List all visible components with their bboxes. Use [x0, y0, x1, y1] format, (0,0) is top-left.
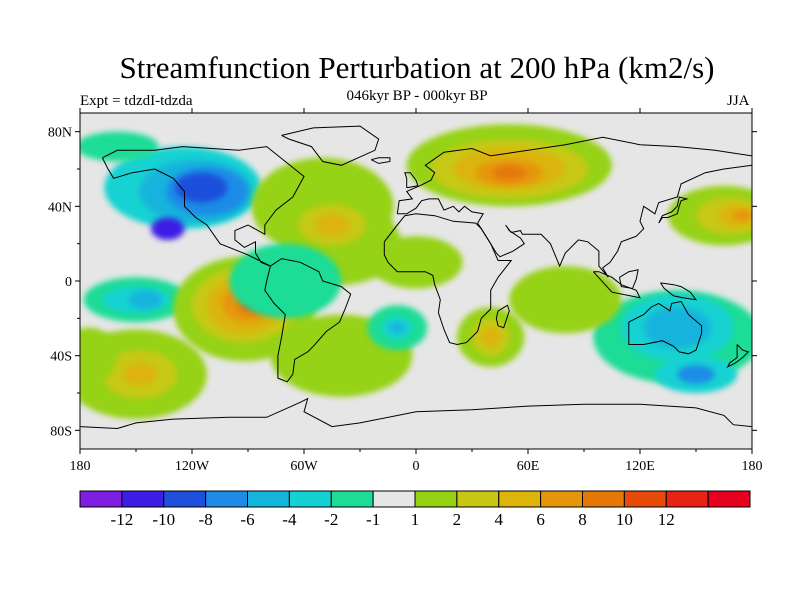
anomaly-region — [509, 266, 622, 334]
anomaly-region — [369, 236, 463, 289]
coastline-africa — [383, 213, 513, 346]
experiment-label: Expt = tdzdI-tdzda — [80, 93, 193, 109]
lat-tick-label: 80N — [48, 126, 72, 141]
colorbar-swatch — [79, 490, 123, 508]
colorbar-swatch — [707, 490, 751, 508]
colorbar-label: -6 — [240, 510, 254, 529]
anomaly-region — [481, 327, 500, 347]
coastline-iceland — [370, 157, 391, 164]
lon-tick-label: 180 — [742, 459, 763, 474]
colorbar-swatch — [121, 490, 165, 508]
lon-tick-label: 120W — [175, 459, 210, 474]
coastlines — [80, 125, 752, 430]
coastline-new-guinea — [660, 282, 698, 301]
lat-tick-label: 40S — [50, 350, 72, 365]
colorbar-label: -1 — [366, 510, 380, 529]
colorbar-label: -2 — [324, 510, 338, 529]
colorbar-swatch — [456, 490, 500, 508]
colorbar-swatch — [414, 490, 458, 508]
colorbar-swatch — [582, 490, 625, 508]
anomaly-region — [315, 213, 349, 237]
coastline-australia — [628, 300, 703, 355]
colorbar-label: -10 — [152, 510, 175, 529]
anomaly-region — [229, 243, 342, 319]
colorbar-label: 12 — [658, 510, 675, 529]
colorbar-swatch — [288, 490, 332, 508]
plot-subtitle: 046kyr BP - 000kyr BP — [346, 88, 488, 104]
lat-tick-label: 40N — [48, 200, 72, 215]
coastline-japan — [658, 196, 689, 224]
colorbar-label: 4 — [495, 510, 504, 529]
colorbar: -12 -10 -8 -6 -4 -2 -1 1 2 4 6 8 10 12 — [79, 490, 751, 529]
coastline-borneo — [619, 269, 639, 290]
colorbar-label: 10 — [616, 510, 633, 529]
lon-tick-label: 60E — [517, 459, 540, 474]
colorbar-label: -12 — [111, 510, 134, 529]
anomaly-region — [492, 165, 527, 181]
colorbar-swatch — [540, 490, 583, 508]
anomaly-region — [80, 327, 118, 384]
colorbar-swatch — [665, 490, 709, 508]
anomaly-region — [677, 365, 715, 384]
anomaly-region — [150, 217, 185, 240]
coastline-greenland — [281, 125, 380, 166]
coastline-eurasia — [396, 136, 752, 278]
colorbar-swatch — [330, 490, 374, 508]
lon-tick-label: 180 — [70, 459, 91, 474]
anomaly-region — [643, 307, 711, 349]
anomaly-region — [122, 363, 157, 386]
colorbar-swatch — [623, 490, 667, 508]
lon-tick-label: 120E — [625, 459, 655, 474]
coastline-south-america — [264, 258, 352, 383]
anomaly-region — [128, 290, 163, 309]
anomaly-region — [389, 322, 405, 334]
colorbar-swatch — [498, 490, 542, 508]
colorbar-label: 8 — [578, 510, 587, 529]
colorbar-swatch — [205, 490, 248, 508]
anomaly-region — [733, 210, 752, 222]
coastline-north-america — [101, 146, 305, 267]
streamfunction-field — [80, 113, 752, 449]
colorbar-swatch — [372, 490, 416, 508]
coastline-madagascar — [495, 304, 510, 329]
plot-title: Streamfunction Perturbation at 200 hPa (… — [119, 50, 715, 85]
coastline-uk — [404, 172, 419, 189]
lat-tick-label: 0 — [65, 275, 72, 290]
lon-tick-label: 0 — [413, 459, 420, 474]
coastline-indonesia — [592, 271, 641, 299]
lon-tick-label: 60W — [290, 459, 318, 474]
colorbar-swatch — [247, 490, 290, 508]
colorbar-label: 2 — [453, 510, 462, 529]
anomaly-region — [175, 172, 228, 203]
anomaly-region — [80, 131, 159, 162]
coastline-new-zealand — [726, 344, 750, 369]
colorbar-label: -8 — [199, 510, 213, 529]
colorbar-label: -4 — [282, 510, 297, 529]
colorbar-swatch — [163, 490, 207, 508]
coastline-antarctica — [80, 397, 752, 430]
lat-tick-label: 80S — [50, 424, 72, 439]
colorbar-label: 6 — [536, 510, 545, 529]
season-label: JJA — [727, 93, 750, 109]
axis-ticks: 180 120W 60W 0 60E 120E 180 80N 40N 0 40S 80S — [48, 108, 763, 474]
colorbar-label: 1 — [411, 510, 420, 529]
